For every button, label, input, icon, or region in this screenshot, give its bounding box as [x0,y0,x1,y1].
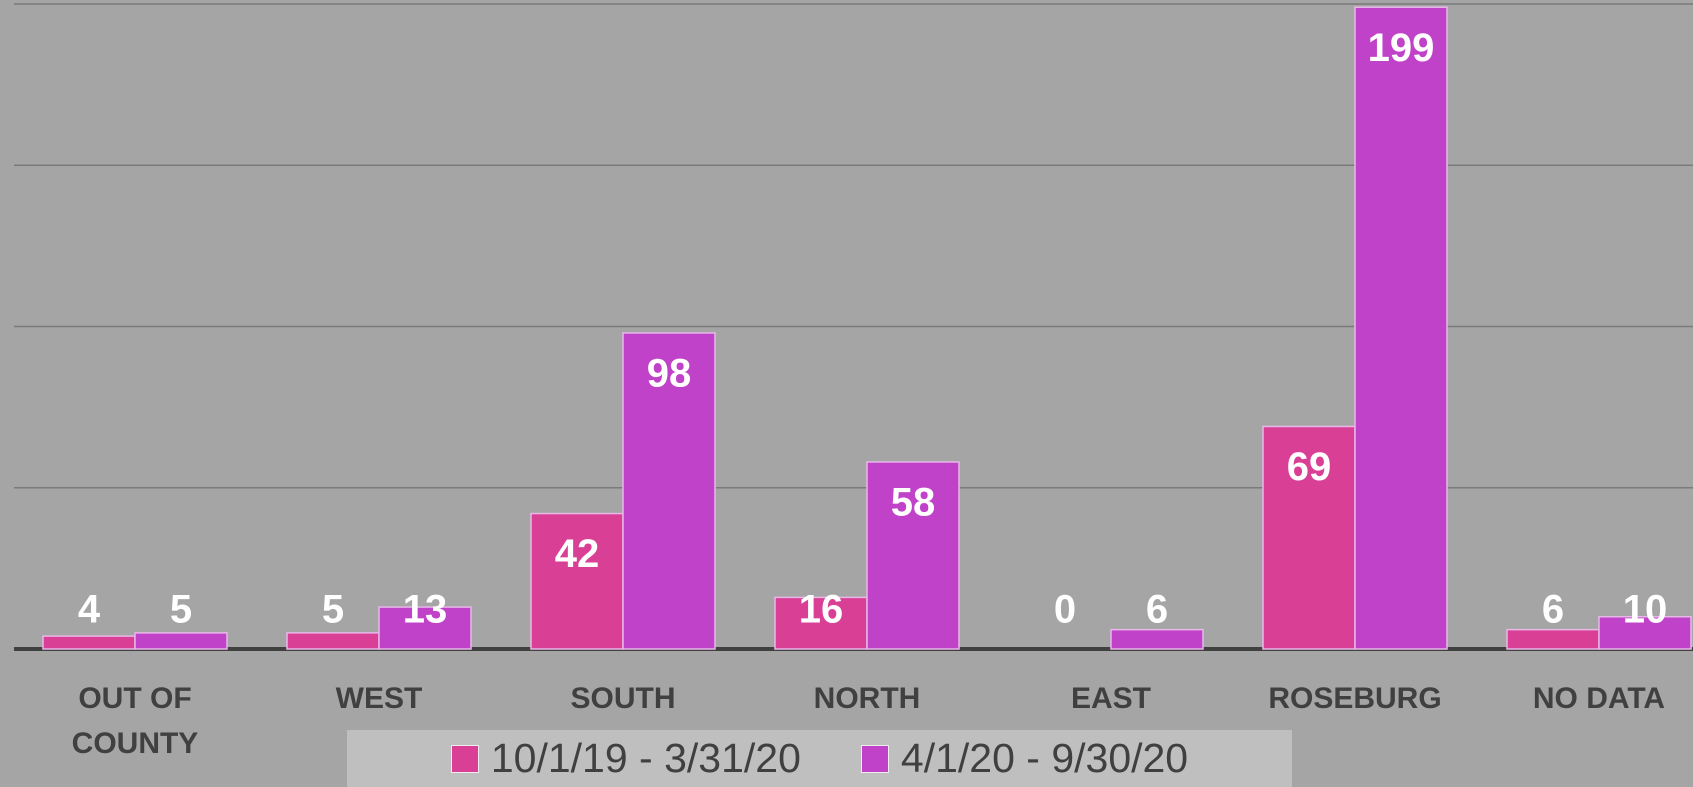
bar [1354,6,1448,650]
legend: 10/1/19 - 3/31/20 4/1/20 - 9/30/20 [347,730,1292,787]
legend-swatch [450,744,479,773]
x-tick-label: EAST [1070,682,1151,715]
data-label: 13 [403,588,448,632]
x-tick-label: NO DATA [1532,682,1666,715]
x-tick-label: WEST [335,682,423,715]
bar [42,635,136,650]
data-label: 199 [1368,26,1435,70]
bar [530,512,624,650]
x-tick-label: OUT OF COUNTY [71,682,199,760]
bar [286,632,380,650]
legend-label: 10/1/19 - 3/31/20 [490,735,801,781]
data-label: 42 [555,532,600,576]
data-label: 5 [170,588,192,632]
bar [134,632,228,650]
bar [378,606,472,650]
bar [622,332,716,650]
legend-item: 10/1/19 - 3/31/20 [450,735,801,782]
data-label: 4 [78,588,101,632]
data-label: 16 [799,588,844,632]
data-label: 6 [1542,588,1564,632]
legend-label: 4/1/20 - 9/30/20 [900,735,1189,781]
x-tick-label: SOUTH [570,682,676,715]
data-label: 0 [1054,588,1076,632]
bar [1110,628,1204,650]
data-label: 69 [1287,445,1332,489]
data-label: 6 [1146,588,1168,632]
data-label: 5 [322,588,344,632]
x-tick-label: ROSEBURG [1268,682,1442,715]
chart: 4 5 5 13 42 98 16 58 0 6 69 199 6 10 [14,3,1693,651]
x-tick-label: NORTH [813,682,921,715]
legend-item: 4/1/20 - 9/30/20 [860,735,1189,782]
data-label: 10 [1623,588,1668,632]
bar [1506,628,1600,650]
data-label: 58 [891,481,936,525]
bar [866,461,960,650]
bar [1262,425,1356,650]
data-label: 98 [647,352,692,396]
bar [1598,616,1692,650]
legend-swatch [860,744,889,773]
